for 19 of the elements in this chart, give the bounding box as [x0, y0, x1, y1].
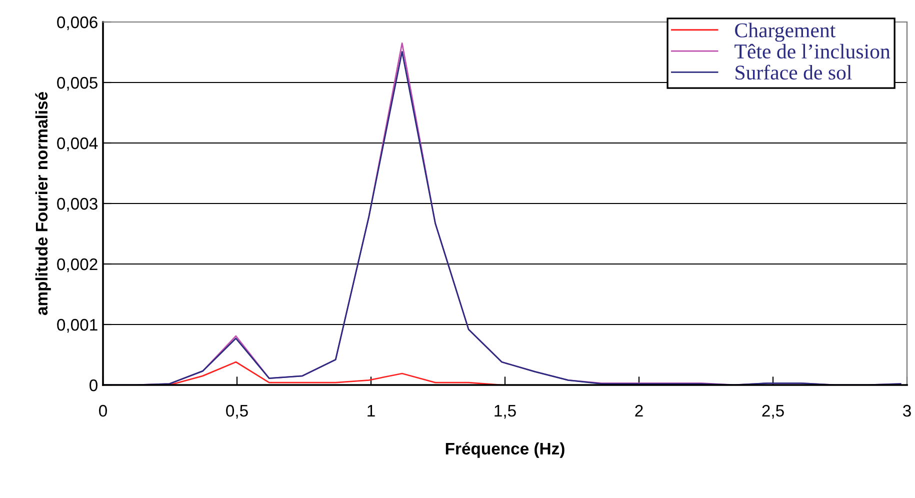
- legend-label: Tête de l’inclusion: [734, 44, 890, 59]
- legend-label: Surface de sol: [736, 64, 852, 80]
- y-tick-label: 0,002: [57, 258, 98, 272]
- y-tick-label: 0,006: [57, 16, 98, 30]
- y-tick-label: 0: [90, 379, 98, 392]
- x-tick-label: 1,5: [494, 405, 516, 419]
- legend-label: Chargement: [735, 22, 836, 42]
- y-axis-title: amplitude Fourier normalisé: [35, 92, 51, 316]
- x-tick-label: 1: [368, 405, 375, 417]
- x-tick-label: 2: [635, 404, 643, 417]
- x-tick-label: 3: [903, 404, 911, 417]
- x-tick-label: 0,5: [226, 404, 248, 419]
- x-tick-label: 0: [99, 404, 107, 417]
- x-axis-title: Fréquence (Hz): [446, 442, 564, 458]
- y-tick-label: 0,004: [57, 137, 98, 152]
- y-tick-label: 0,003: [57, 198, 98, 212]
- y-tick-label: 0,005: [57, 76, 98, 91]
- x-tick-label: 2,5: [762, 404, 784, 419]
- y-tick-label: 0,001: [57, 318, 98, 333]
